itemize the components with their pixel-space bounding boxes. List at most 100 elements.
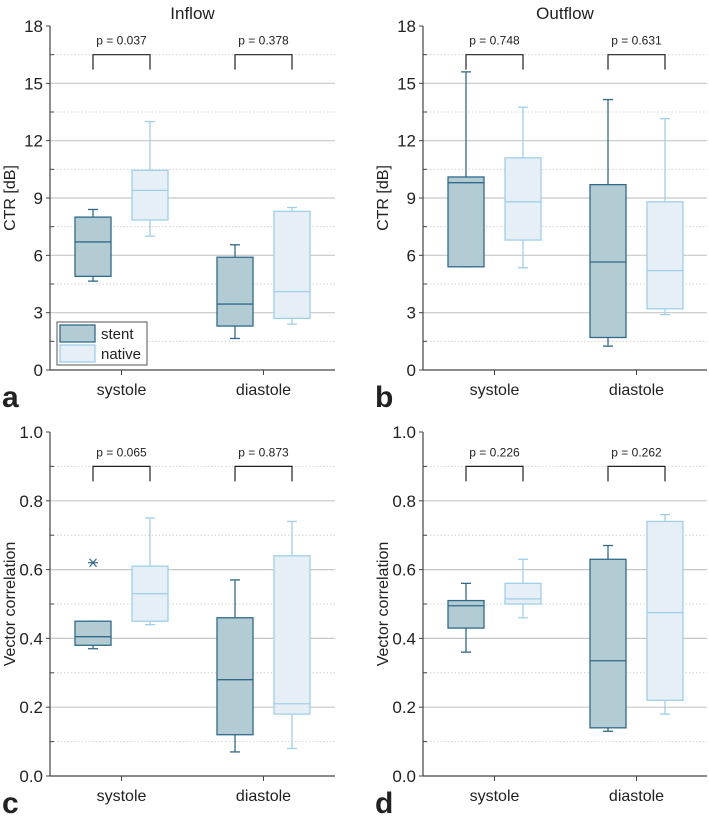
significance-bracket (92, 54, 151, 70)
p-value-label: p = 0.262 (611, 445, 662, 459)
y-tick-label: 0.4 (392, 629, 416, 648)
box-iqr (273, 210, 311, 320)
box-iqr (646, 201, 684, 310)
p-value-label: p = 0.226 (469, 445, 520, 459)
y-tick-label: 18 (24, 17, 43, 36)
p-value-label: p = 0.037 (96, 34, 147, 48)
significance-bracket (607, 465, 666, 482)
y-tick-label: 6 (407, 246, 416, 265)
box-iqr (589, 558, 627, 729)
box-iqr (504, 157, 542, 241)
box-stent-diastole (216, 244, 254, 340)
y-tick-label: 15 (24, 74, 43, 93)
significance-bracket (465, 54, 524, 70)
box-stent-diastole (589, 98, 627, 347)
legend-label-native: native (101, 346, 141, 363)
panel-letter: b (375, 381, 393, 414)
box-iqr (216, 617, 254, 736)
box-iqr (74, 620, 112, 646)
box-iqr (131, 169, 169, 221)
y-axis-label: CTR [dB] (2, 165, 19, 231)
panel-d: 0.0 0.2 0.4 0.6 0.8 1.0 Vector correlation d sys… (375, 423, 707, 819)
significance-bracket (92, 465, 151, 482)
legend-label-stent: stent (101, 326, 134, 343)
y-tick-label: 0 (34, 361, 43, 380)
significance-bracket (607, 54, 666, 70)
outlier-stroke (89, 558, 97, 568)
box-iqr (589, 183, 627, 339)
x-tick-label: systole (97, 382, 147, 399)
box-iqr (273, 555, 311, 715)
p-value-label: p = 0.065 (96, 445, 147, 459)
p-value-label: p = 0.631 (611, 34, 662, 48)
y-tick-label: 1.0 (19, 423, 43, 442)
y-tick-label: 6 (34, 246, 43, 265)
y-tick-label: 0.0 (19, 767, 43, 786)
x-tick-label: diastole (236, 382, 291, 399)
box-iqr (447, 599, 485, 629)
x-tick-label: systole (97, 788, 147, 805)
x-tick-label: systole (470, 382, 520, 399)
y-tick-label: 15 (397, 74, 416, 93)
box-iqr (447, 176, 485, 268)
y-tick-label: 0.4 (19, 629, 43, 648)
panel-title: Inflow (170, 4, 215, 23)
box-stent-systole (74, 558, 112, 650)
box-iqr (74, 216, 112, 278)
panel-title: Outflow (536, 4, 594, 23)
y-tick-label: 12 (24, 132, 43, 151)
y-tick-label: 0 (407, 361, 416, 380)
significance-bracket (465, 465, 524, 482)
y-tick-label: 0.2 (392, 698, 416, 717)
legend-swatch-stent (59, 324, 96, 343)
box-stent-systole (447, 71, 485, 268)
y-tick-label: 0.6 (19, 561, 43, 580)
panel-letter: d (375, 787, 393, 814)
p-value-label: p = 0.748 (469, 34, 520, 48)
y-axis-label: Vector correlation (2, 542, 19, 667)
significance-bracket (234, 54, 293, 70)
panel-a: 0 3 6 9 12 15 18 CTR [dB] Inflow a systole p = 0.03… (2, 4, 335, 414)
legend-swatch-native (59, 344, 96, 363)
box-iqr (504, 582, 542, 605)
y-tick-label: 18 (397, 17, 416, 36)
y-axis-label: CTR [dB] (375, 165, 392, 231)
panel-b: 0 3 6 9 12 15 18 CTR [dB] Outflow b systole p = 0.7… (375, 4, 707, 414)
x-tick-label: diastole (609, 788, 664, 805)
y-tick-label: 0.8 (392, 492, 416, 511)
y-tick-label: 9 (407, 189, 416, 208)
legend: stent native (56, 321, 148, 366)
x-tick-label: diastole (236, 788, 291, 805)
box-native-diastole (273, 520, 311, 750)
box-stent-systole (74, 208, 112, 282)
box-stent-diastole (589, 544, 627, 732)
box-stent-systole (447, 582, 485, 653)
y-tick-label: 0.0 (392, 767, 416, 786)
x-tick-label: diastole (609, 382, 664, 399)
panel-c: 0.0 0.2 0.4 0.6 0.8 1.0 Vector correlation c sys… (2, 423, 335, 819)
box-native-systole (504, 106, 542, 269)
p-value-label: p = 0.378 (238, 34, 289, 48)
y-tick-label: 3 (407, 304, 416, 323)
y-tick-label: 12 (397, 132, 416, 151)
box-native-systole (504, 558, 542, 619)
box-iqr (216, 256, 254, 327)
y-tick-label: 1.0 (392, 423, 416, 442)
y-tick-label: 0.8 (19, 492, 43, 511)
y-tick-label: 0.2 (19, 698, 43, 717)
box-stent-diastole (216, 579, 254, 753)
p-value-label: p = 0.873 (238, 445, 289, 459)
panel-letter: a (2, 381, 19, 414)
box-native-diastole (646, 513, 684, 715)
box-native-systole (131, 120, 169, 237)
y-tick-label: 9 (34, 189, 43, 208)
x-tick-label: systole (470, 788, 520, 805)
y-tick-label: 3 (34, 304, 43, 323)
box-native-diastole (273, 206, 311, 325)
outlier-marker (88, 558, 98, 568)
box-iqr (646, 520, 684, 701)
y-tick-label: 0.6 (392, 561, 416, 580)
y-axis-label: Vector correlation (375, 542, 392, 667)
significance-bracket (234, 465, 293, 482)
